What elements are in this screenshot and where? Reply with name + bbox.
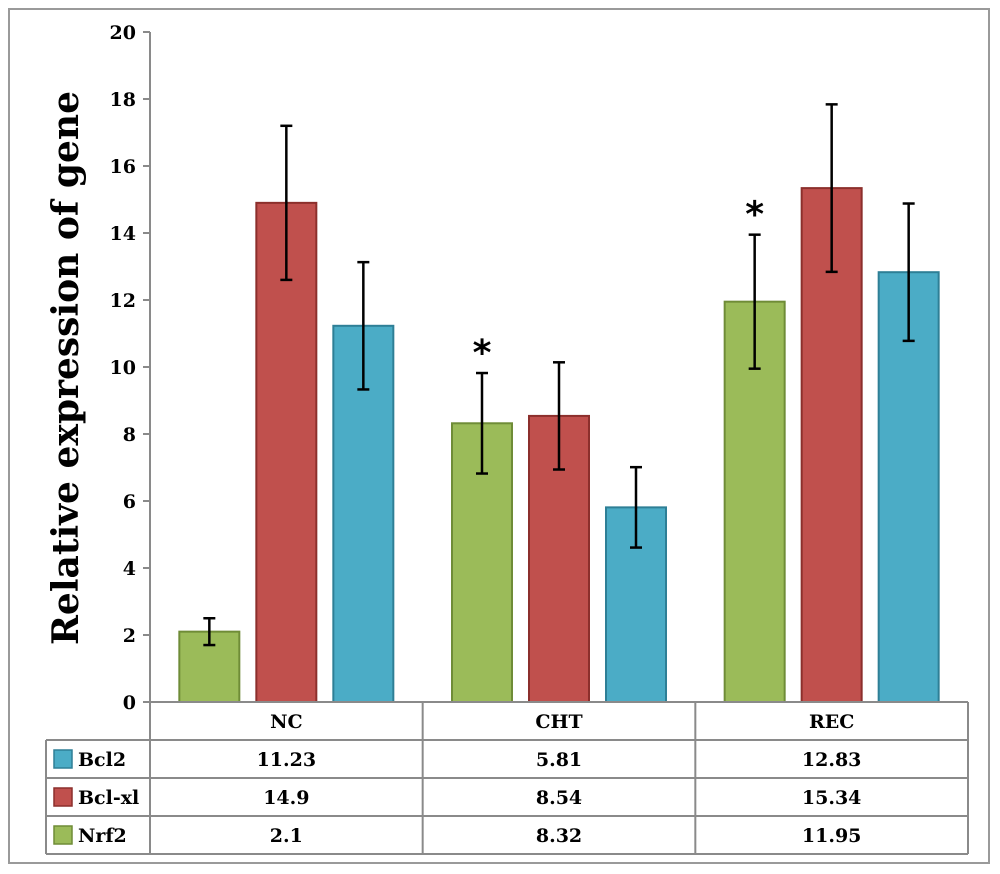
significance-marker: * <box>745 195 764 236</box>
y-tick-label: 12 <box>110 290 136 312</box>
data-label: 5.81 <box>536 749 582 771</box>
y-tick-label: 20 <box>110 22 136 44</box>
x-tick-label: NC <box>270 711 303 733</box>
data-label: 8.54 <box>536 787 582 809</box>
data-label: 14.9 <box>263 787 309 809</box>
y-tick-label: 2 <box>123 625 136 647</box>
y-tick-label: 6 <box>123 491 136 513</box>
data-label: 8.32 <box>536 825 582 847</box>
legend-entry: Nrf2 <box>78 825 127 847</box>
data-label: 11.23 <box>257 749 317 771</box>
x-tick-label: CHT <box>535 711 582 733</box>
y-tick-label: 8 <box>123 424 136 446</box>
y-tick-label: 0 <box>123 692 136 714</box>
y-axis-label: Relative expression of gene <box>45 91 87 645</box>
legend-entry: Bcl2 <box>78 749 126 771</box>
legend-swatch-bcl-xl <box>53 787 73 807</box>
y-tick-label: 16 <box>110 156 136 178</box>
data-label: 15.34 <box>802 787 862 809</box>
y-tick-label: 10 <box>110 357 136 379</box>
y-tick-label: 14 <box>110 223 136 245</box>
bar-bcl2-rec <box>877 271 940 703</box>
y-tick-label: 18 <box>110 89 136 111</box>
legend-swatch-bcl2 <box>53 749 73 769</box>
data-label: 12.83 <box>802 749 862 771</box>
legend-entry: Bcl-xl <box>78 787 139 809</box>
x-tick-label: REC <box>809 711 854 733</box>
legend-swatch-nrf2 <box>53 825 73 845</box>
significance-marker: * <box>473 333 492 374</box>
data-label: 2.1 <box>270 825 303 847</box>
y-tick-label: 4 <box>123 558 136 580</box>
data-label: 11.95 <box>802 825 862 847</box>
